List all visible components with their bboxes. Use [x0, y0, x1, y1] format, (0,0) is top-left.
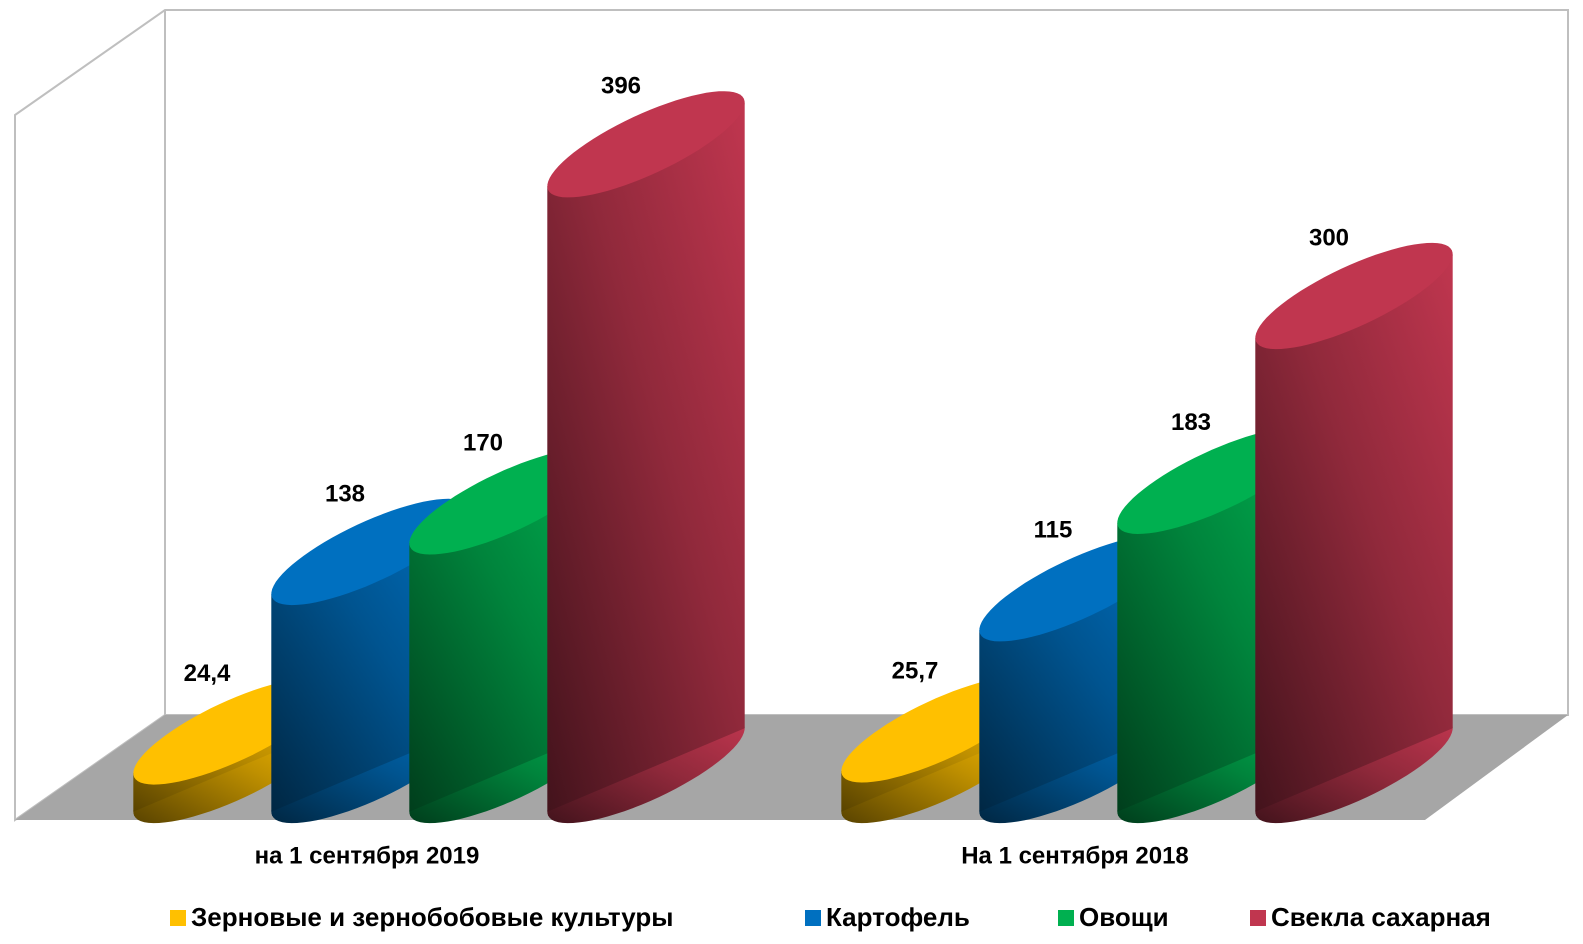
- cylinder-top: [1255, 242, 1453, 350]
- legend-label: Зерновые и зернобобовые культуры: [191, 902, 674, 932]
- data-label: 138: [325, 480, 365, 507]
- cylinder: [547, 91, 745, 824]
- data-label: 170: [463, 430, 503, 457]
- data-label: 115: [1034, 517, 1073, 544]
- legend-swatch: [170, 910, 186, 926]
- legend-label: Овощи: [1079, 902, 1169, 932]
- legend-swatch: [1250, 910, 1266, 926]
- cylinder-body: [1255, 254, 1453, 812]
- data-label: 396: [601, 73, 641, 100]
- x-tick-label: на 1 сентября 2019: [255, 842, 480, 869]
- cylinder-top: [547, 91, 745, 198]
- cylinder: [1255, 242, 1453, 824]
- legend-swatch: [1058, 910, 1074, 926]
- data-label: 24,4: [184, 660, 231, 687]
- data-label: 300: [1309, 224, 1349, 251]
- data-label: 183: [1171, 409, 1211, 436]
- cylinder-body: [547, 102, 745, 812]
- legend-label: Картофель: [826, 902, 970, 932]
- legend-swatch: [805, 910, 821, 926]
- data-label: 25,7: [892, 658, 939, 685]
- legend-label: Свекла сахарная: [1271, 902, 1491, 932]
- x-tick-label: На 1 сентября 2018: [961, 842, 1189, 869]
